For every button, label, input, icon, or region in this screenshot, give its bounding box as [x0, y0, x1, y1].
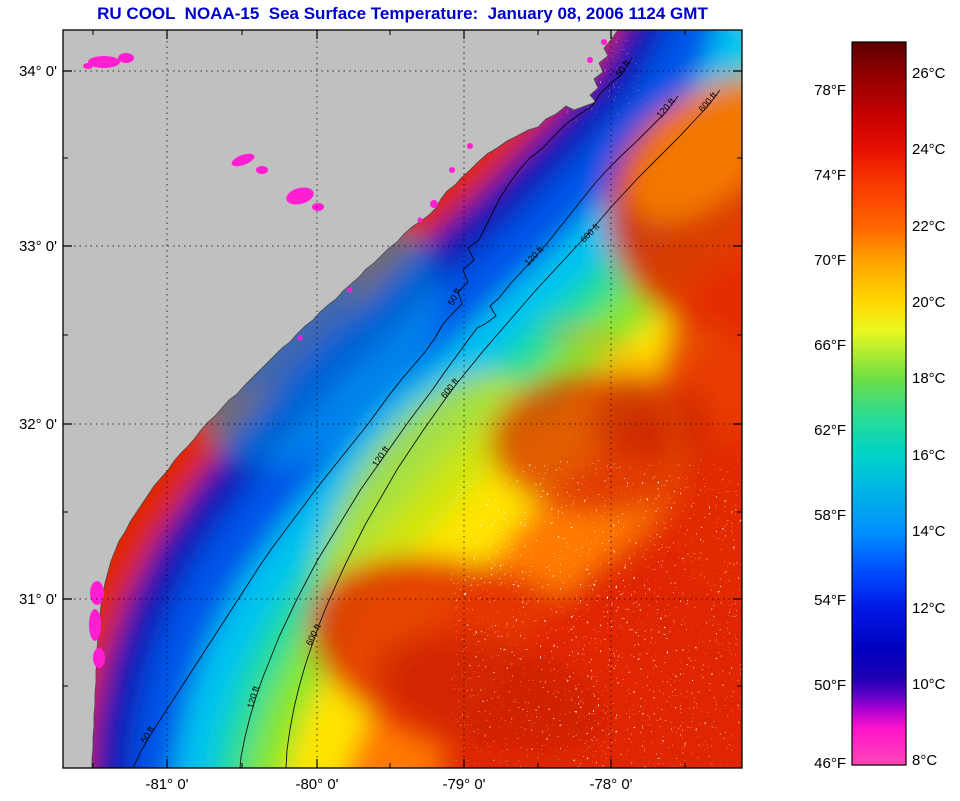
- x-tick-label: -79° 0': [442, 776, 485, 793]
- cloud-patch: [89, 609, 101, 641]
- y-tick-label: 32° 0': [19, 416, 57, 433]
- x-tick-label: -81° 0': [145, 776, 188, 793]
- sst-blob-eddy-core: [590, 382, 706, 458]
- y-axis-labels: 34° 0' 33° 0' 32° 0' 31° 0': [19, 63, 57, 608]
- cloud-patch: [312, 203, 324, 211]
- colorbar-fahrenheit-labels: 78°F 74°F 70°F 66°F 62°F 58°F 54°F 50°F …: [814, 82, 846, 772]
- colorbar-f-label: 58°F: [814, 507, 846, 524]
- cloud-patch: [93, 648, 105, 668]
- colorbar-f-label: 46°F: [814, 755, 846, 772]
- cloud-patch: [467, 143, 473, 149]
- y-tick-label: 34° 0': [19, 63, 57, 80]
- x-axis-labels: -81° 0' -80° 0' -79° 0' -78° 0': [145, 776, 632, 793]
- graticule: [63, 30, 742, 768]
- axis-major-ticks: [63, 30, 742, 768]
- x-tick-label: -78° 0': [589, 776, 632, 793]
- cloud-speckles-southeast: [450, 460, 742, 768]
- colorbar-f-label: 78°F: [814, 82, 846, 99]
- colorbar-f-label: 66°F: [814, 337, 846, 354]
- colorbar: 78°F 74°F 70°F 66°F 62°F 58°F 54°F 50°F …: [814, 41, 946, 772]
- y-tick-label: 31° 0': [19, 591, 57, 608]
- cloud-patch: [601, 39, 607, 45]
- cloud-patch: [587, 57, 593, 63]
- colorbar-f-label: 74°F: [814, 167, 846, 184]
- bathymetry-contours: [132, 57, 721, 768]
- cloud-patches-magenta: [83, 39, 607, 668]
- x-tick-label: -80° 0': [295, 776, 338, 793]
- axis-minor-ticks: [63, 30, 742, 768]
- colorbar-c-label: 16°C: [912, 447, 946, 464]
- colorbar-gradient: [852, 42, 906, 765]
- cloud-patch: [297, 335, 303, 341]
- colorbar-f-label: 50°F: [814, 677, 846, 694]
- y-tick-label: 33° 0': [19, 238, 57, 255]
- cloud-patch: [430, 200, 438, 208]
- map-frame: [62, 29, 743, 769]
- colorbar-f-label: 62°F: [814, 422, 846, 439]
- cloud-patch: [118, 53, 134, 63]
- colorbar-c-label: 14°C: [912, 523, 946, 540]
- contour-50ft-line: [132, 57, 633, 768]
- colorbar-c-label: 18°C: [912, 370, 946, 387]
- cloud-patch: [449, 167, 455, 173]
- cloud-patch: [83, 63, 93, 69]
- colorbar-c-label: 24°C: [912, 141, 946, 158]
- cloud-patch: [88, 56, 120, 68]
- cloud-patch: [90, 581, 104, 605]
- colorbar-c-label: 20°C: [912, 294, 946, 311]
- cloud-patch: [417, 217, 423, 223]
- colorbar-c-label: 26°C: [912, 65, 946, 82]
- colorbar-c-label: 22°C: [912, 218, 946, 235]
- contour-600ft-line: [285, 89, 721, 768]
- sst-blob-orange-ne: [627, 73, 742, 223]
- colorbar-celsius-labels: 26°C 24°C 22°C 20°C 18°C 16°C 14°C 12°C …: [912, 65, 946, 769]
- cloud-patch: [286, 187, 314, 205]
- colorbar-c-label: 10°C: [912, 676, 946, 693]
- contour-120ft-line: [239, 95, 679, 768]
- cloud-patch: [347, 287, 353, 293]
- colorbar-frame: [851, 41, 907, 766]
- cloud-patch: [231, 153, 255, 167]
- colorbar-f-label: 54°F: [814, 592, 846, 609]
- map-area: 50 ft 50 ft 50 ft 120 ft 120 ft 120 ft 1…: [63, 30, 742, 768]
- figure-title: RU COOL NOAA-15 Sea Surface Temperature:…: [97, 4, 708, 23]
- colorbar-c-label: 12°C: [912, 600, 946, 617]
- colorbar-c-label: 8°C: [912, 752, 937, 769]
- cloud-patch: [256, 166, 268, 174]
- colorbar-f-label: 70°F: [814, 252, 846, 269]
